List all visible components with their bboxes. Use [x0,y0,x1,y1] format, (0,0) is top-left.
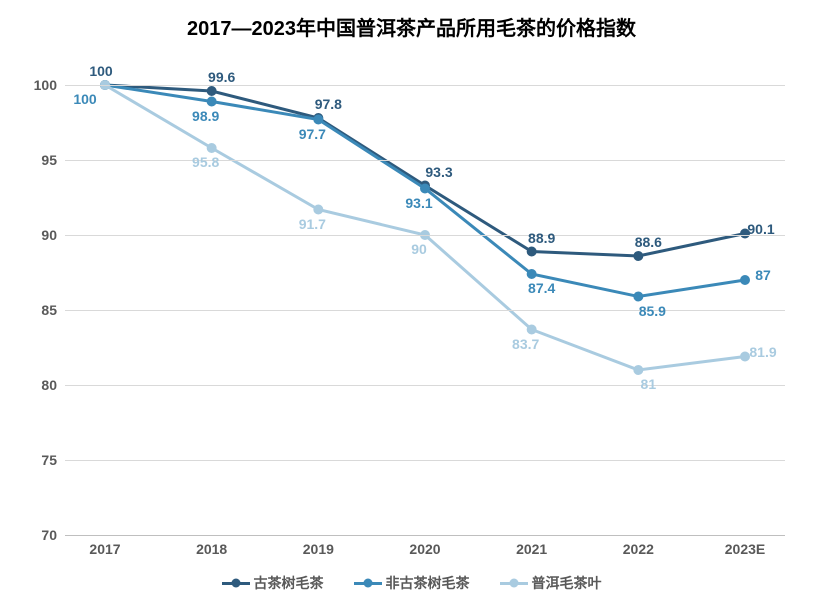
data-label: 93.1 [405,195,432,211]
data-label: 88.6 [635,234,662,250]
legend-swatch [500,582,528,585]
data-marker [527,269,537,279]
data-label: 93.3 [425,164,452,180]
legend-item: 非古茶树毛茶 [354,573,470,593]
data-label: 97.7 [299,126,326,142]
y-tick-label: 70 [41,527,57,543]
data-label: 87.4 [528,280,555,296]
data-label: 83.7 [512,336,539,352]
data-marker [633,251,643,261]
data-label: 90 [411,241,427,257]
data-marker [207,97,217,107]
chart-title: 2017—2023年中国普洱茶产品所用毛茶的价格指数 [0,0,823,41]
y-tick-label: 85 [41,302,57,318]
data-label: 90.1 [747,221,774,237]
x-tick-label: 2020 [409,541,440,557]
legend-label: 古茶树毛茶 [254,573,324,593]
y-tick-label: 95 [41,152,57,168]
data-marker [740,275,750,285]
grid-line [65,160,785,161]
data-label: 97.8 [315,96,342,112]
x-tick-label: 2022 [623,541,654,557]
y-tick-label: 80 [41,377,57,393]
x-tick-label: 2019 [303,541,334,557]
data-label: 91.7 [299,216,326,232]
x-tick-label: 2017 [89,541,120,557]
legend-item: 普洱毛茶叶 [500,573,602,593]
grid-line [65,460,785,461]
legend-item: 古茶树毛茶 [222,573,324,593]
grid-line [65,235,785,236]
legend-label: 普洱毛茶叶 [532,573,602,593]
data-label: 87 [755,267,771,283]
data-label: 81.9 [749,344,776,360]
x-axis [65,535,785,536]
data-marker [633,292,643,302]
chart-container: 2017—2023年中国普洱茶产品所用毛茶的价格指数 7075808590951… [0,0,823,601]
grid-line [65,385,785,386]
x-tick-label: 2021 [516,541,547,557]
x-tick-label: 2018 [196,541,227,557]
y-tick-label: 75 [41,452,57,468]
plot-area: 7075808590951002017201820192020202120222… [65,55,785,535]
grid-line [65,310,785,311]
legend-swatch [222,582,250,585]
legend-label: 非古茶树毛茶 [386,573,470,593]
y-tick-label: 90 [41,227,57,243]
data-marker [207,143,217,153]
legend-swatch [354,582,382,585]
series-line [105,85,745,370]
data-label: 95.8 [192,154,219,170]
data-marker [313,115,323,125]
data-marker [527,247,537,257]
data-label: 88.9 [528,230,555,246]
data-marker [313,205,323,215]
data-label: 100 [89,63,112,79]
data-label: 100 [73,91,96,107]
data-label: 85.9 [639,303,666,319]
data-marker [633,365,643,375]
x-tick-label: 2023E [725,541,765,557]
data-label: 98.9 [192,108,219,124]
data-label: 99.6 [208,69,235,85]
legend: 古茶树毛茶 非古茶树毛茶 普洱毛茶叶 [222,573,602,593]
data-label: 81 [641,376,657,392]
grid-line [65,85,785,86]
chart-svg [65,55,785,535]
y-tick-label: 100 [34,77,57,93]
data-marker [527,325,537,335]
data-marker [207,86,217,96]
data-marker [420,184,430,194]
